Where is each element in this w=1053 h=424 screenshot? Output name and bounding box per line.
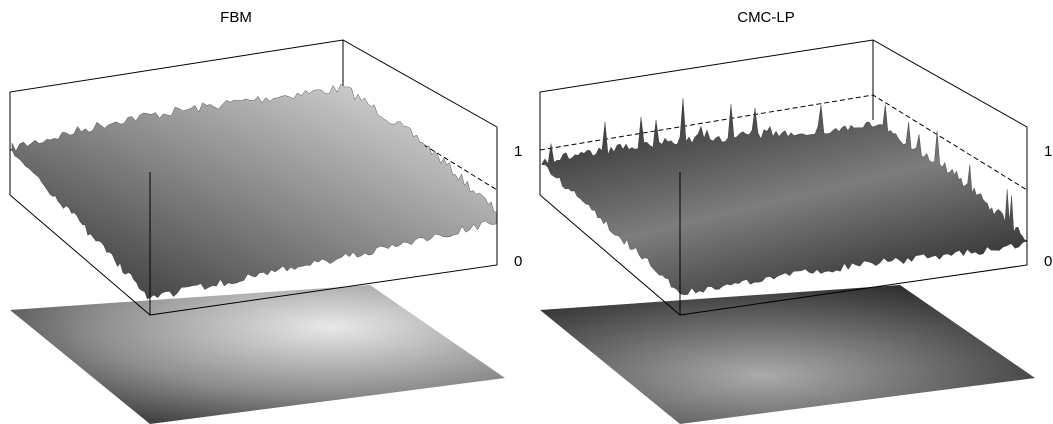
- z-tick-label: 1: [1044, 143, 1052, 160]
- map-image: [540, 285, 1035, 424]
- z-tick-label: 0: [1044, 253, 1052, 270]
- surface: [542, 98, 1027, 294]
- panel-title: CMC-LP: [737, 9, 795, 26]
- surface: [12, 84, 497, 299]
- panel: FBM 1 0: [10, 9, 522, 424]
- z-tick-label: 1: [514, 143, 522, 160]
- panel: CMC-LP 1 0: [540, 9, 1052, 424]
- z-tick-label: 0: [514, 253, 522, 270]
- figure: FBM 1 0 CMC-LP 1 0: [0, 0, 1053, 424]
- map-image: [10, 285, 505, 424]
- panel-title: FBM: [220, 9, 252, 26]
